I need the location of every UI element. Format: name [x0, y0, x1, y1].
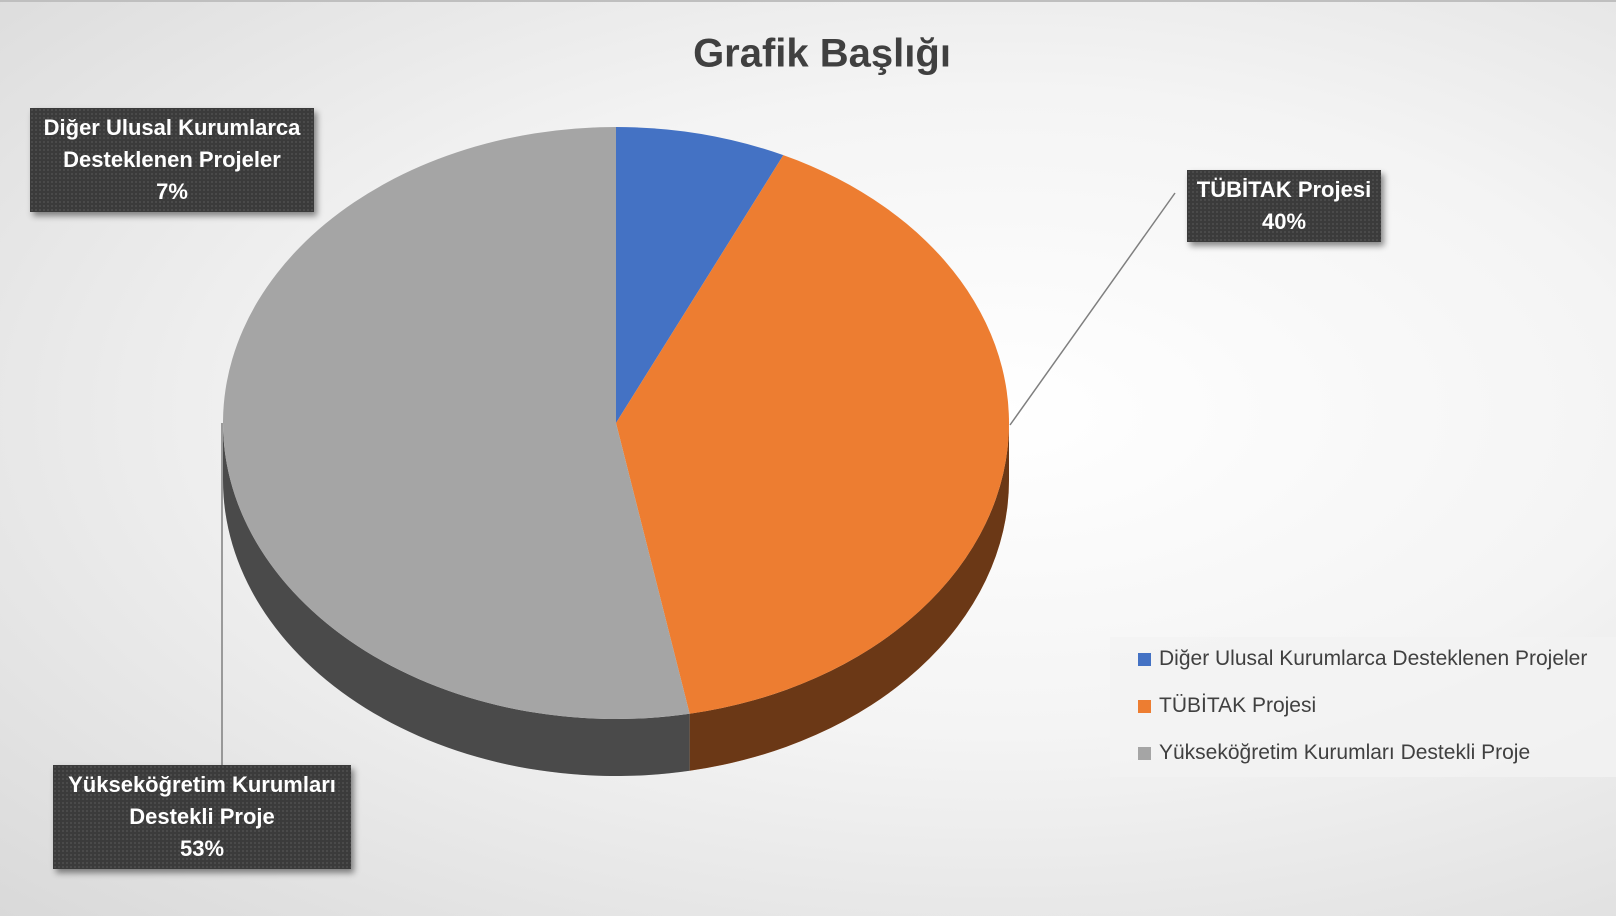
- data-label-name: Yükseköğretim Kurumları Destekli Proje: [68, 772, 336, 829]
- leader-line: [1009, 192, 1176, 426]
- data-label: TÜBİTAK Projesi 40%: [1187, 170, 1381, 242]
- data-label-value: 53%: [179, 836, 225, 861]
- data-label: Diğer Ulusal Kurumlarca Desteklenen Proj…: [30, 108, 314, 212]
- legend-item: Yükseköğretim Kurumları Destekli Proje: [1138, 741, 1530, 765]
- legend-label: TÜBİTAK Projesi: [1159, 694, 1317, 717]
- slice: [616, 155, 1009, 714]
- data-label-name: Diğer Ulusal Kurumlarca Desteklenen Proj…: [43, 115, 301, 172]
- chart-title: Grafik Başlığı: [693, 32, 951, 76]
- data-label: Yükseköğretim Kurumları Destekli Proje 53…: [53, 765, 351, 869]
- legend-swatch: [1138, 699, 1151, 713]
- legend-item: Diğer Ulusal Kurumlarca Desteklenen Proj…: [1138, 647, 1587, 671]
- legend: Diğer Ulusal Kurumlarca Desteklenen Proj…: [1110, 637, 1616, 777]
- data-label-name: TÜBİTAK Projesi: [1196, 177, 1372, 202]
- legend-swatch: [1138, 652, 1151, 666]
- legend-label: Diğer Ulusal Kurumlarca Desteklenen Proj…: [1159, 647, 1588, 670]
- data-label-value: 40%: [1261, 209, 1307, 234]
- slice: [223, 127, 690, 719]
- slice: [616, 127, 784, 423]
- legend-label: Yükseköğretim Kurumları Destekli Proje: [1159, 741, 1531, 764]
- data-label-value: 7%: [156, 179, 188, 204]
- legend-item: TÜBİTAK Projesi: [1138, 694, 1316, 718]
- legend-swatch: [1138, 746, 1151, 760]
- slice-side-shade: [223, 423, 690, 776]
- slice-side-shade: [689, 423, 1009, 771]
